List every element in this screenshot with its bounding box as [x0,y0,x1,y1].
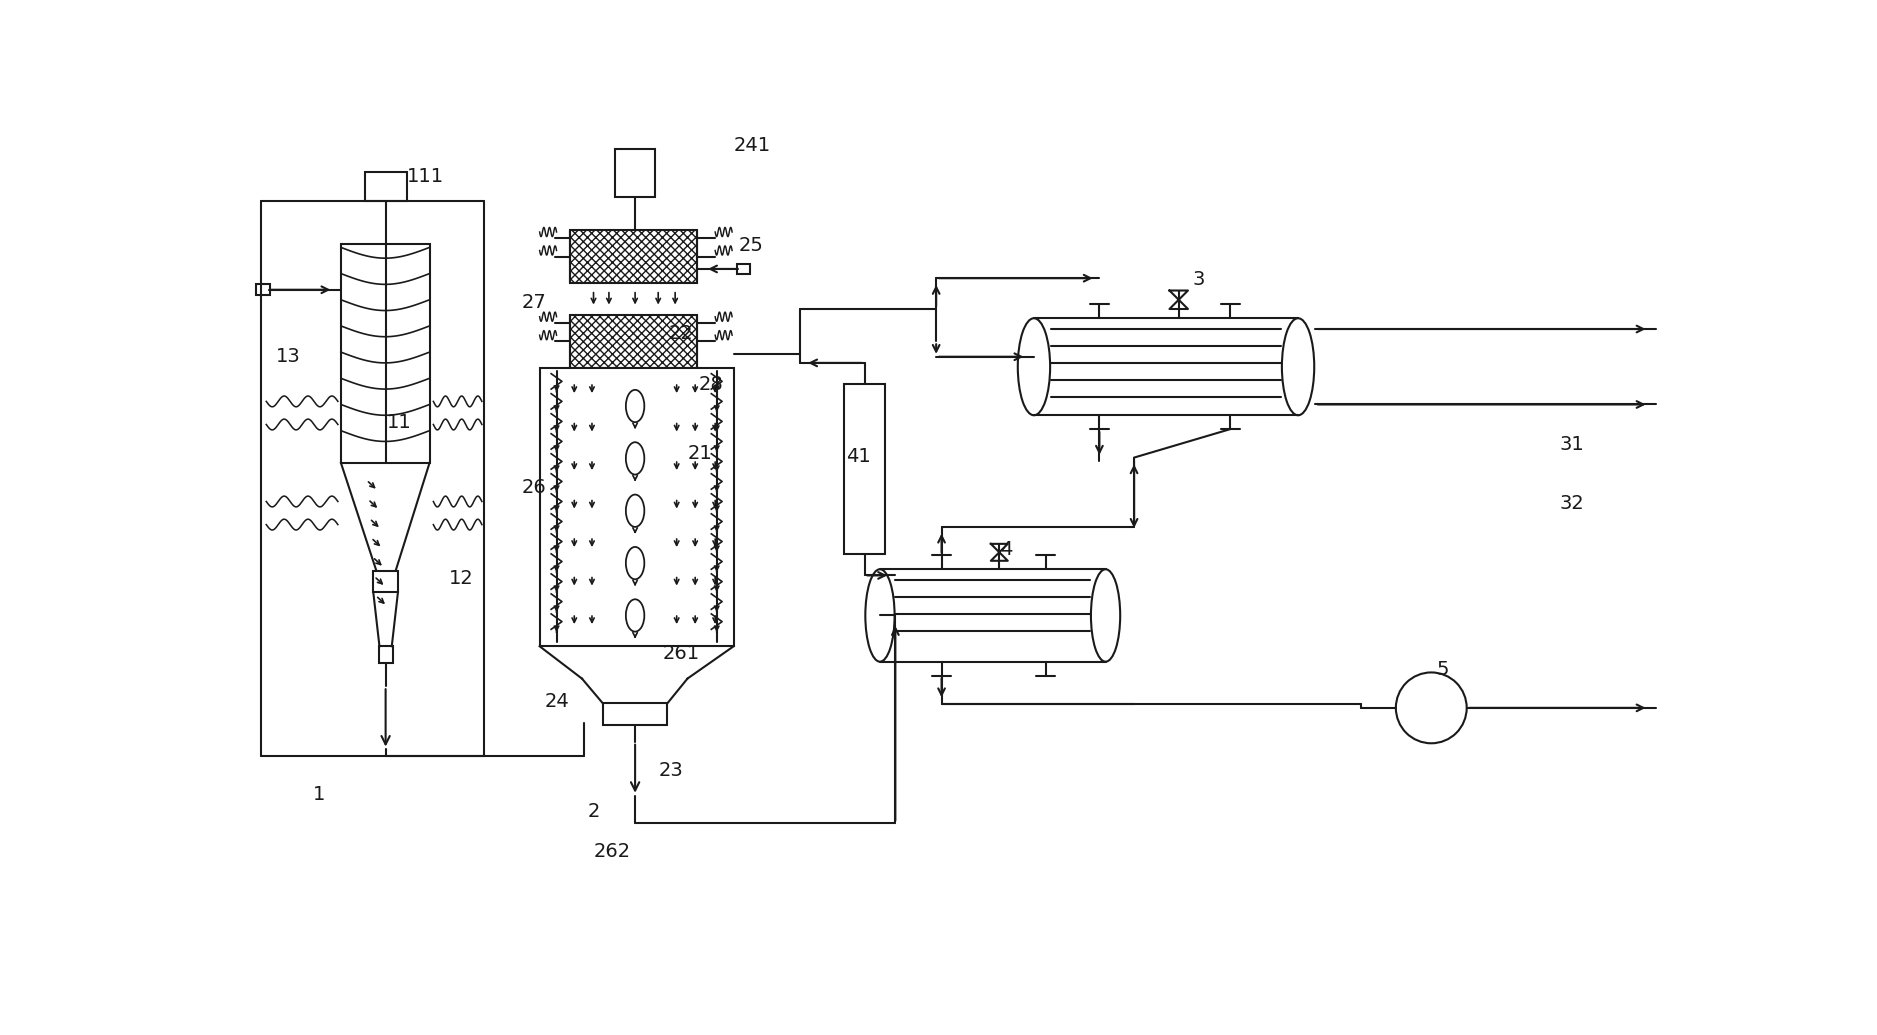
Bar [845,384,886,554]
Bar [379,646,394,663]
Text: 23: 23 [659,762,683,780]
Text: 24: 24 [544,692,569,711]
Text: 11: 11 [387,413,411,433]
Text: 4: 4 [1000,539,1012,559]
Ellipse shape [625,546,644,580]
Text: 28: 28 [698,375,723,394]
Text: 21: 21 [687,444,711,464]
Text: 26: 26 [522,478,546,497]
Text: 241: 241 [734,137,771,155]
Text: 111: 111 [407,167,445,186]
Ellipse shape [625,442,644,475]
Bar [738,264,749,274]
Circle shape [1396,673,1466,743]
Ellipse shape [625,599,644,631]
Bar [374,570,398,592]
Bar [571,316,698,367]
Text: 41: 41 [847,447,871,467]
Bar [571,231,698,283]
Ellipse shape [1017,318,1049,415]
Text: 13: 13 [276,347,300,366]
Bar [539,367,734,646]
Text: 262: 262 [593,841,631,860]
Bar [364,172,407,201]
Ellipse shape [865,569,895,661]
Ellipse shape [1091,569,1121,661]
Text: 3: 3 [1192,270,1205,289]
Text: 1: 1 [312,785,325,803]
Text: 5: 5 [1436,660,1449,679]
Bar [342,243,430,463]
Ellipse shape [1282,318,1314,415]
Text: 31: 31 [1560,435,1584,454]
Text: 27: 27 [522,293,546,313]
Bar [257,285,270,295]
Text: 2: 2 [588,801,601,821]
Text: 22: 22 [668,324,694,344]
Bar [603,703,668,724]
Text: 32: 32 [1560,494,1584,512]
Ellipse shape [625,390,644,422]
Bar [616,149,655,197]
Text: 25: 25 [738,236,764,256]
Text: 261: 261 [663,645,700,663]
Text: 12: 12 [449,569,473,588]
Ellipse shape [625,495,644,527]
